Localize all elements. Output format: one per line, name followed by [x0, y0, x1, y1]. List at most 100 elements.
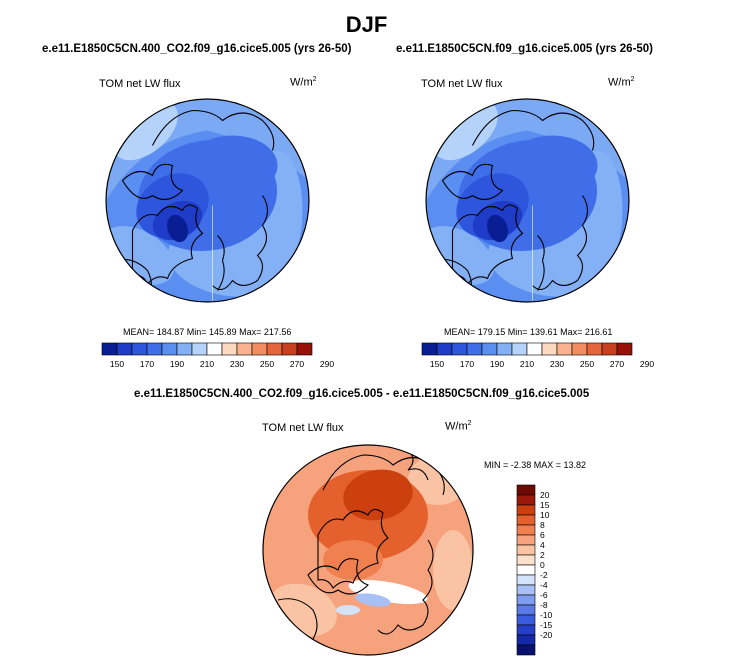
diff-colorbar-box — [516, 634, 536, 646]
panel2-colorbar-box — [526, 342, 543, 356]
panel1-colorbar-box — [161, 342, 178, 356]
panel1-colorbar-tick-label: 230 — [230, 359, 244, 369]
diff-colorbar-tick-label: 0 — [540, 560, 545, 570]
diff-colorbar-tick-label: 20 — [540, 490, 550, 500]
panel1-colorbar-box — [266, 342, 283, 356]
diff-units: W/m2 — [445, 420, 472, 433]
diff-colorbar-tick-label: -8 — [540, 600, 548, 610]
panel1-coast-arctic-islands — [121, 163, 184, 201]
panel2-colorbar: 150 170 190 210 230 250 270 290 — [421, 342, 654, 369]
diff-colorbar-tick-label: 6 — [540, 530, 545, 540]
diff-colorbar-box — [516, 534, 536, 546]
panel1-colorbar-box — [101, 342, 118, 356]
panel2-variable: TOM net LW flux — [421, 78, 503, 90]
diff-title: e.e11.E1850C5CN.400_CO2.f09_g16.cice5.00… — [134, 388, 590, 400]
panel1-colorbar-box — [221, 342, 238, 356]
panel1-colorbar-tick-label: 170 — [140, 359, 154, 369]
panel2-colorbar-box — [496, 342, 513, 356]
diff-colorbar-tick-label: -10 — [540, 610, 553, 620]
diff-colorbar-tick-label: 4 — [540, 540, 545, 550]
panel2-colorbar-box — [556, 342, 573, 356]
panel1-colorbar-box — [206, 342, 223, 356]
diff-colorbar-tick-label: -6 — [540, 590, 548, 600]
main-title: DJF — [345, 12, 388, 37]
panel2-colorbar-box — [466, 342, 483, 356]
panel1-colorbar-box — [116, 342, 133, 356]
diff-colorbar-tick-label: 10 — [540, 510, 550, 520]
panel1-colorbar-box — [146, 342, 163, 356]
diff-map — [262, 444, 474, 656]
panel1-coast-scandinavia — [212, 195, 269, 291]
diff-colorbar-box — [516, 594, 536, 606]
diff-colorbar-box — [516, 604, 536, 616]
panel2-colorbar-box — [586, 342, 603, 356]
panel1-colorbar-tick-label: 250 — [260, 359, 274, 369]
panel1-coast-siberia — [152, 109, 275, 151]
panel1-title: e.e11.E1850C5CN.400_CO2.f09_g16.cice5.00… — [42, 43, 352, 55]
panel2-title: e.e11.E1850C5CN.f09_g16.cice5.005 (yrs 2… — [396, 43, 654, 55]
diff-coast-scandinavia — [377, 539, 434, 635]
diff-colorbar-box — [516, 574, 536, 586]
panel1-stats: MEAN= 184.87 Min= 145.89 Max= 217.56 — [123, 327, 292, 337]
diff-colorbar-box — [516, 644, 536, 656]
panel2-coast-arctic-islands — [441, 163, 504, 201]
panel2-colorbar-box — [481, 342, 498, 356]
panel2-colorbar-box — [616, 342, 633, 356]
diff-field-light — [433, 530, 473, 610]
panel1-colorbar-box — [281, 342, 298, 356]
diff-field-negative — [355, 593, 391, 607]
diff-colorbar-box — [516, 614, 536, 626]
diff-colorbar-box — [516, 584, 536, 596]
panel1-colorbar: 150 170 190 210 230 250 270 290 — [101, 342, 334, 369]
panel2-field-darkest — [486, 214, 509, 243]
diff-coast-alaska — [407, 449, 429, 481]
panel2-colorbar-box — [421, 342, 438, 356]
panel2-coast-scandinavia — [532, 195, 589, 291]
diff-field-stronger — [343, 469, 413, 521]
panel2-colorbar-box — [541, 342, 558, 356]
panel2-colorbar-tick-label: 170 — [460, 359, 474, 369]
panel2-coast-siberia — [472, 109, 595, 151]
diff-variable: TOM net LW flux — [262, 422, 344, 434]
panel1-units: W/m2 — [290, 76, 317, 89]
panel1-map-border — [105, 98, 310, 303]
diff-colorbar-tick-label: -20 — [540, 630, 553, 640]
panel2-colorbar-tick-label: 190 — [490, 359, 504, 369]
diff-colorbar-tick-label: -4 — [540, 580, 548, 590]
panel2-units: W/m2 — [608, 76, 635, 89]
diff-field-neutral — [348, 579, 428, 605]
panel1-field-mid — [187, 135, 278, 196]
panel1-colorbar-tick-label: 290 — [320, 359, 334, 369]
diff-colorbar-box — [516, 624, 536, 636]
diff-colorbar-tick-label: 8 — [540, 520, 545, 530]
panel1-colorbar-tick-label: 210 — [200, 359, 214, 369]
diff-stats: MIN = -2.38 MAX = 13.82 — [484, 460, 587, 470]
panel2-colorbar-box — [511, 342, 528, 356]
diff-colorbar-box — [516, 494, 536, 506]
panel2-colorbar-tick-label: 150 — [430, 359, 444, 369]
diff-colorbar-tick-label: -2 — [540, 570, 548, 580]
panel2-colorbar-tick-label: 210 — [520, 359, 534, 369]
diff-colorbar-box — [516, 524, 536, 536]
diff-map-border — [262, 444, 474, 656]
diff-coast-labrador — [277, 598, 318, 655]
panel2-map-border — [425, 98, 630, 303]
panel1-field-darkest — [166, 214, 189, 243]
panel1-colorbar-box — [176, 342, 193, 356]
panel1-colorbar-tick-label: 190 — [170, 359, 184, 369]
diff-colorbar-box — [516, 564, 536, 576]
panel1-colorbar-tick-label: 270 — [290, 359, 304, 369]
panel1-variable: TOM net LW flux — [99, 78, 181, 90]
panel1-colorbar-box — [251, 342, 268, 356]
panel2-coast-iceland — [537, 235, 545, 291]
panel2-colorbar-tick-label: 230 — [550, 359, 564, 369]
panel2-colorbar-box — [451, 342, 468, 356]
panel1-colorbar-tick-label: 150 — [110, 359, 124, 369]
panel2-field-mid — [507, 135, 598, 196]
panel1-colorbar-box — [236, 342, 253, 356]
diff-colorbar-box — [516, 514, 536, 526]
panel2-colorbar-box — [601, 342, 618, 356]
panel1-colorbar-box — [131, 342, 148, 356]
panel1-colorbar-box — [296, 342, 313, 356]
